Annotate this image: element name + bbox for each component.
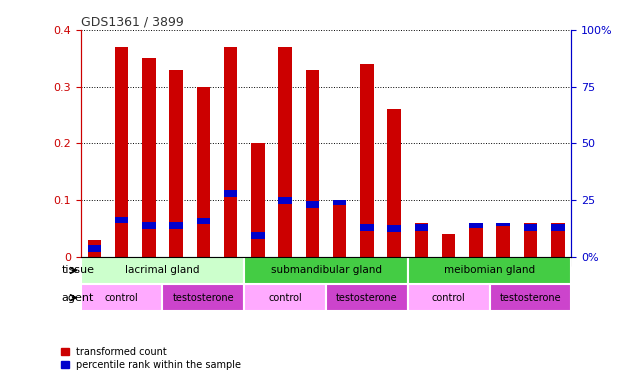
Text: GSM27200: GSM27200	[340, 260, 348, 301]
Bar	[544, 257, 571, 266]
Bar	[469, 223, 483, 257]
Bar	[163, 284, 244, 311]
Bar	[217, 257, 244, 266]
Bar	[278, 47, 292, 257]
Bar	[115, 47, 129, 257]
Bar	[190, 257, 217, 266]
Text: GSM27196: GSM27196	[558, 260, 567, 301]
Bar	[489, 284, 571, 311]
Bar	[142, 58, 156, 257]
Bar	[306, 201, 319, 208]
Bar	[115, 216, 129, 223]
Text: GSM27192: GSM27192	[448, 260, 458, 301]
Bar	[163, 257, 190, 266]
Text: GSM27202: GSM27202	[394, 260, 403, 301]
Bar	[496, 223, 510, 257]
Text: GDS1361 / 3899: GDS1361 / 3899	[81, 16, 183, 29]
Text: GSM27194: GSM27194	[503, 260, 512, 301]
Bar	[353, 257, 381, 266]
Text: GSM27189: GSM27189	[204, 260, 212, 301]
Text: GSM27188: GSM27188	[176, 260, 185, 301]
Text: control: control	[432, 292, 466, 303]
Bar	[333, 200, 347, 257]
Bar	[271, 257, 299, 266]
Text: meibomian gland: meibomian gland	[444, 266, 535, 275]
Bar	[381, 257, 408, 266]
Bar	[306, 70, 319, 257]
Bar	[333, 200, 347, 205]
Text: GSM27187: GSM27187	[149, 260, 158, 301]
Text: GSM27185: GSM27185	[94, 260, 103, 301]
Bar	[81, 257, 108, 266]
Bar	[469, 223, 483, 228]
Bar	[244, 257, 271, 266]
Bar	[408, 257, 571, 284]
Bar	[489, 257, 517, 266]
Text: GSM27197: GSM27197	[258, 260, 267, 301]
Bar	[408, 257, 435, 266]
Bar	[408, 284, 489, 311]
Bar	[88, 245, 101, 252]
Bar	[415, 224, 428, 231]
Bar	[462, 257, 489, 266]
Bar	[326, 284, 408, 311]
Bar	[435, 257, 462, 266]
Text: GSM27198: GSM27198	[285, 260, 294, 301]
Text: testosterone: testosterone	[173, 292, 234, 303]
Text: tissue: tissue	[61, 266, 94, 275]
Bar	[88, 240, 101, 257]
Text: GSM27190: GSM27190	[230, 260, 240, 301]
Text: agent: agent	[61, 292, 94, 303]
Bar	[299, 257, 326, 266]
Text: GSM27199: GSM27199	[312, 260, 322, 301]
Bar	[360, 64, 374, 257]
Bar	[360, 224, 374, 231]
Bar	[251, 232, 265, 238]
Bar	[81, 257, 244, 284]
Bar	[551, 223, 564, 257]
Bar	[517, 257, 544, 266]
Bar	[197, 87, 210, 257]
Text: testosterone: testosterone	[336, 292, 397, 303]
Text: GSM27195: GSM27195	[530, 260, 540, 301]
Text: GSM27191: GSM27191	[422, 260, 430, 301]
Bar	[170, 222, 183, 229]
Bar	[170, 70, 183, 257]
Bar	[108, 257, 135, 266]
Legend: transformed count, percentile rank within the sample: transformed count, percentile rank withi…	[61, 347, 242, 370]
Text: GSM27201: GSM27201	[367, 260, 376, 301]
Bar	[388, 225, 401, 232]
Text: GSM27193: GSM27193	[476, 260, 485, 301]
Bar	[251, 143, 265, 257]
Bar	[135, 257, 163, 266]
Bar	[244, 284, 326, 311]
Text: control: control	[105, 292, 138, 303]
Bar	[442, 234, 455, 257]
Bar	[496, 223, 510, 226]
Bar	[142, 222, 156, 229]
Bar	[244, 257, 408, 284]
Text: lacrimal gland: lacrimal gland	[125, 266, 200, 275]
Text: testosterone: testosterone	[500, 292, 561, 303]
Text: GSM27186: GSM27186	[122, 260, 130, 301]
Bar	[524, 224, 537, 231]
Bar	[388, 110, 401, 257]
Text: control: control	[268, 292, 302, 303]
Bar	[81, 284, 163, 311]
Bar	[524, 223, 537, 257]
Bar	[326, 257, 353, 266]
Bar	[197, 218, 210, 225]
Bar	[551, 224, 564, 231]
Bar	[224, 47, 237, 257]
Bar	[415, 223, 428, 257]
Bar	[278, 197, 292, 204]
Text: submandibular gland: submandibular gland	[271, 266, 381, 275]
Bar	[224, 190, 237, 197]
